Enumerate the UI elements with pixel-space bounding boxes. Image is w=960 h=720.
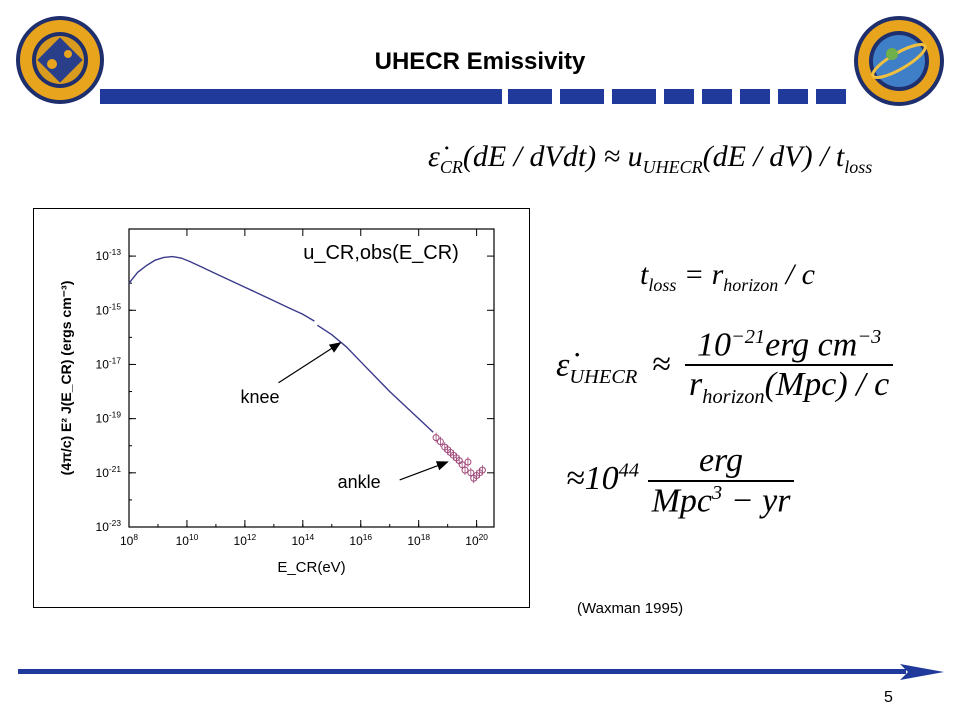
ankle-arrow — [399, 461, 449, 481]
data-point — [467, 469, 475, 477]
spectrum-chart-svg: 108 1010 1012 1014 1016 1018 1020 10-13 10-15 10-… — [58, 228, 495, 576]
page-number: 5 — [884, 689, 893, 706]
x-tick-label: 1018 — [407, 532, 430, 548]
tloss-equation: tloss = rhorizon / c — [640, 258, 815, 295]
header-bar-seg — [702, 89, 732, 104]
right-logo — [852, 14, 946, 108]
header-bar-seg — [740, 89, 770, 104]
uhecr-emissivity-equation: ε̇UHECR ≈ 10−21erg cm−3 rhorizon(Mpc) / … — [556, 326, 894, 409]
footer-arrow-icon — [900, 664, 944, 680]
nrl-seal-icon — [16, 16, 104, 104]
spectrum-line — [316, 324, 434, 433]
citation: (Waxman 1995) — [577, 600, 684, 617]
header-bar-seg — [816, 89, 846, 104]
data-point — [478, 466, 486, 474]
x-axis-label: E_CR(eV) — [277, 559, 345, 576]
space-science-emblem-icon — [854, 16, 944, 106]
x-tick-label: 1010 — [176, 532, 199, 548]
footer-bar — [18, 669, 906, 674]
epsilon-dot: ε̇ — [428, 140, 440, 173]
y-tick-label: 10-13 — [96, 247, 122, 263]
data-point — [432, 434, 440, 442]
x-tick-label: 1016 — [349, 532, 372, 548]
data-point — [464, 458, 472, 466]
result-fraction: erg Mpc3 − yr — [647, 442, 795, 520]
knee-arrow — [278, 342, 342, 384]
data-point — [436, 438, 444, 446]
y-tick-label: 10-17 — [96, 355, 122, 371]
y-tick-label: 10-15 — [96, 301, 122, 317]
x-tick-label: 1012 — [234, 532, 257, 548]
knee-label: knee — [240, 387, 279, 407]
spectrum-line — [128, 255, 315, 322]
plot-frame — [128, 228, 495, 528]
left-logo — [14, 14, 106, 106]
chart-title: u_CR,obs(E_CR) — [303, 242, 459, 264]
x-tick-label: 108 — [120, 532, 138, 548]
header-bar-main — [100, 89, 502, 104]
x-tick-label: 1014 — [291, 532, 314, 548]
data-point — [458, 461, 466, 469]
slide-title: UHECR Emissivity — [374, 48, 586, 75]
emissivity-definition-equation: ε̇CR(dE / dVdt) ≈ uUHECR(dE / dV) / tlos… — [428, 140, 873, 177]
uhecr-fraction: 10−21erg cm−3 rhorizon(Mpc) / c — [685, 326, 894, 409]
y-tick-label: 10-21 — [96, 464, 122, 480]
header-bar-seg — [664, 89, 694, 104]
header-bar-seg — [508, 89, 552, 104]
y-tick-label: 10-23 — [96, 518, 122, 534]
result-equation: ≈1044 erg Mpc3 − yr — [566, 442, 795, 520]
header-bar-seg — [778, 89, 808, 104]
data-point — [461, 466, 469, 474]
header-bar-seg — [560, 89, 604, 104]
ankle-label: ankle — [338, 472, 381, 492]
y-axis-label: (4π/c) E² J(E_CR) (ergs cm⁻³) — [58, 281, 74, 476]
x-tick-label: 1020 — [465, 532, 488, 548]
y-tick-label: 10-19 — [96, 410, 122, 426]
spectrum-chart: 108 1010 1012 1014 1016 1018 1020 10-13 10-15 10-… — [33, 208, 530, 608]
header-bar-seg — [612, 89, 656, 104]
